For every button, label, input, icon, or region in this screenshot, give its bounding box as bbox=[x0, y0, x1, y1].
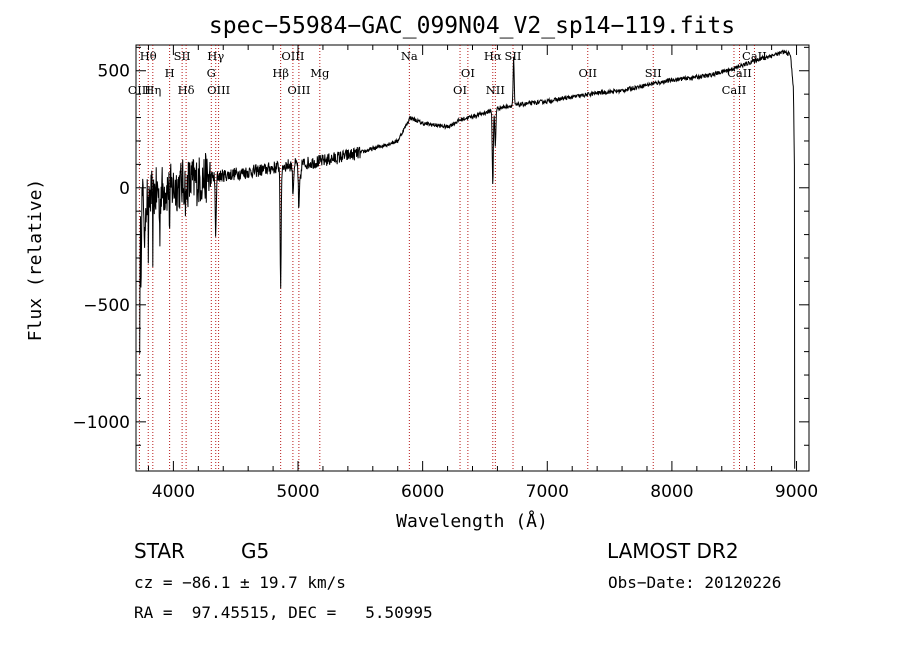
y-tick-label: 500 bbox=[98, 62, 130, 82]
y-tick-label: −1000 bbox=[72, 413, 130, 433]
spectral-line-label: Mg bbox=[310, 66, 330, 80]
spectrum-series bbox=[139, 48, 796, 469]
spectral-line-label: Hβ bbox=[272, 66, 289, 80]
spectral-line-label: Hη bbox=[144, 83, 161, 97]
x-tick-label: 9000 bbox=[775, 482, 818, 502]
spectral-line-label: Hα bbox=[484, 49, 502, 63]
spectral-line-label: OIII bbox=[281, 49, 304, 63]
redshift-cz: cz = −86.1 ± 19.7 km/s bbox=[134, 573, 346, 592]
x-tick-label: 7000 bbox=[526, 482, 569, 502]
spectral-line-label: OIII bbox=[128, 83, 151, 97]
axis-ticks: 4000 5000 6000 7000 8000 9000 −1000 −500 0 500 bbox=[72, 45, 818, 502]
x-tick-label: 4000 bbox=[152, 482, 195, 502]
plot-frame bbox=[135, 44, 810, 472]
x-axis-label: Wavelength (Å) bbox=[396, 510, 548, 532]
y-tick-label: 0 bbox=[119, 179, 130, 199]
spectral-line-label: SII bbox=[505, 49, 522, 63]
spectral-line-label: OIII bbox=[207, 83, 230, 97]
obs-date: Obs−Date: 20120226 bbox=[608, 573, 782, 592]
spectral-line-label: CaII bbox=[727, 66, 752, 80]
spectral-line-label: OI bbox=[453, 83, 467, 97]
x-tick-label: 6000 bbox=[401, 482, 444, 502]
spectral-line-label: SII bbox=[645, 66, 662, 80]
spectral-line-label: Na bbox=[401, 49, 418, 63]
chart-title: spec−55984−GAC_099N04_V2_sp14−119.fits bbox=[209, 13, 735, 39]
spectral-line-labels: HθHSIIHδOIIIHηHγGOIIIOIIIHβOIIIMgNaOIOIH… bbox=[128, 49, 767, 97]
spectral-line-markers bbox=[138, 45, 755, 471]
spectral-line-label: Hδ bbox=[178, 83, 195, 97]
spectral-line-label: OIII bbox=[287, 83, 310, 97]
spectral-line-label: SII bbox=[174, 49, 191, 63]
spectral-line-label: Hγ bbox=[207, 49, 224, 63]
subclass: G5 bbox=[241, 539, 270, 563]
spectral-line-label: Hθ bbox=[140, 49, 157, 63]
x-tick-label: 5000 bbox=[276, 482, 319, 502]
object-class: STAR bbox=[134, 539, 185, 563]
ra-dec: RA = 97.45515, DEC = 5.50995 bbox=[134, 603, 433, 622]
spectral-line-label: OII bbox=[579, 66, 598, 80]
survey-name: LAMOST DR2 bbox=[607, 539, 739, 563]
x-tick-label: 8000 bbox=[650, 482, 693, 502]
spectral-line-label: CaII bbox=[722, 83, 747, 97]
spectral-line-label: NII bbox=[486, 83, 505, 97]
spectral-line-label: G bbox=[207, 66, 216, 80]
spectral-line-label: H bbox=[165, 66, 175, 80]
spectral-line-label: OI bbox=[461, 66, 475, 80]
y-tick-label: −500 bbox=[83, 296, 130, 316]
y-axis-label: Flux (relative) bbox=[25, 179, 46, 342]
